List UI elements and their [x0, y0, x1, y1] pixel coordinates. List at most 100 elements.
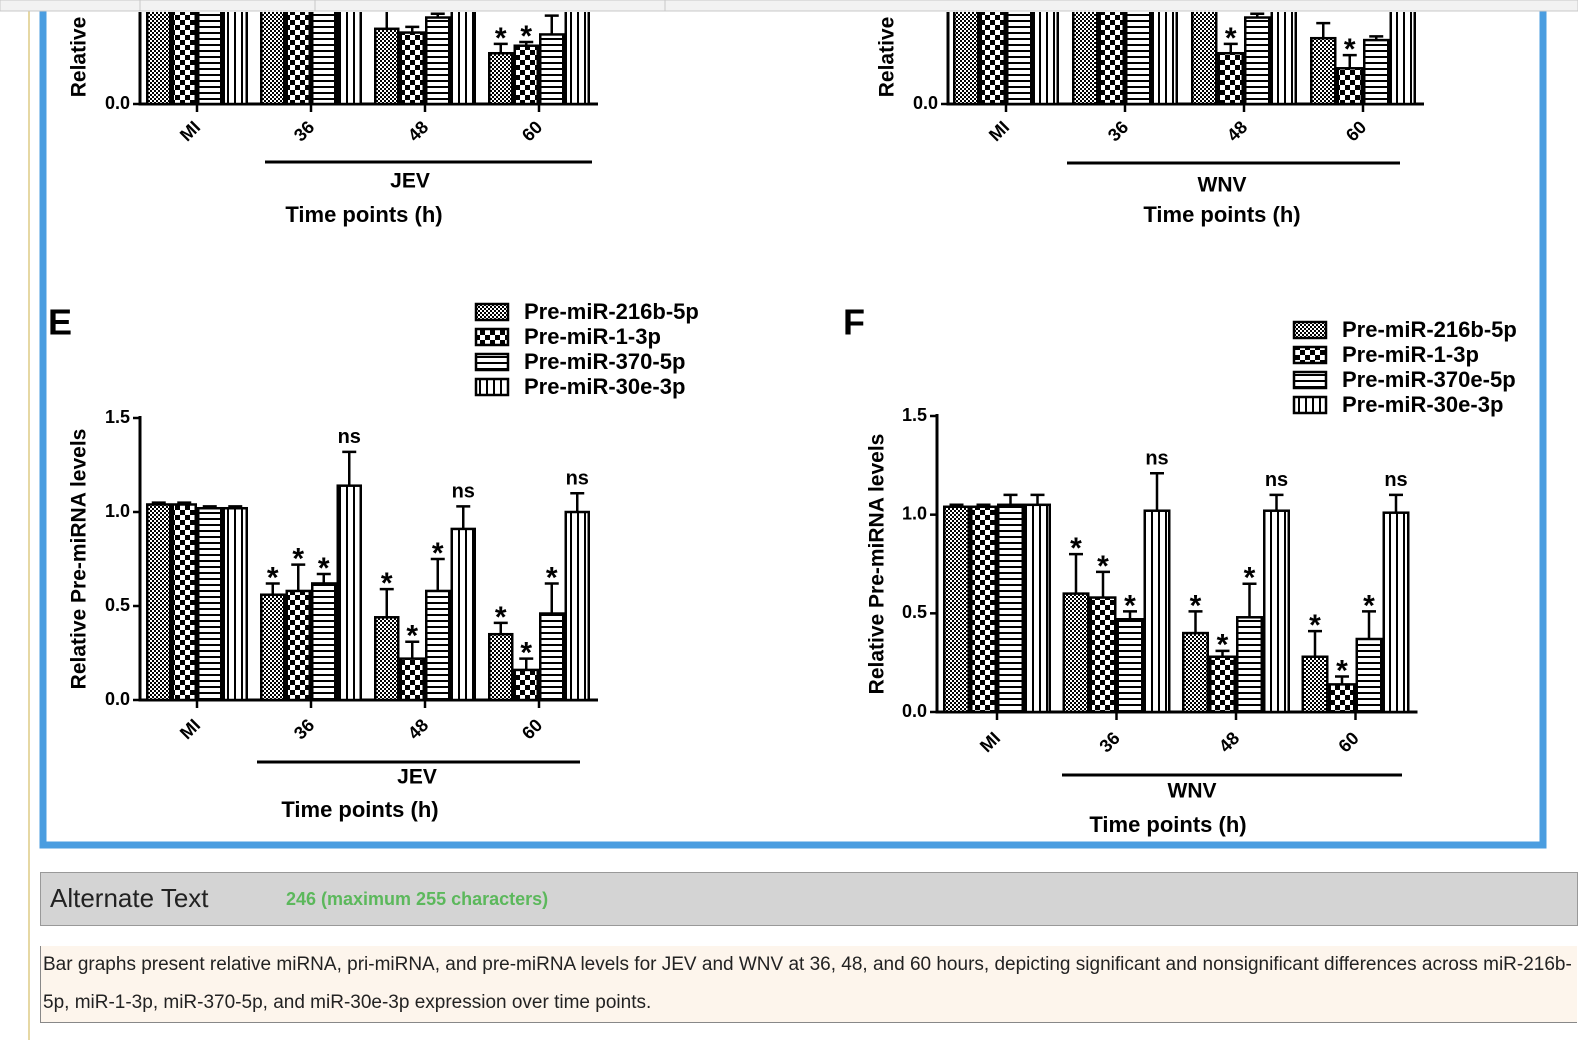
y-tick-label: 1.0 — [105, 501, 130, 521]
bar — [399, 657, 425, 702]
bar — [336, 12, 362, 106]
error-bar — [1223, 42, 1238, 54]
bar — [425, 16, 451, 106]
legend-swatch — [474, 377, 510, 397]
bar — [1310, 36, 1337, 106]
bar — [1209, 655, 1236, 714]
y-axis-label: Relative Pre-miRNA levels — [866, 434, 889, 695]
legend-label: Pre-miR-370-5p — [524, 349, 685, 374]
error-bar — [493, 42, 508, 54]
bar — [1389, 12, 1416, 106]
y-tick-label: 0.0 — [902, 701, 927, 721]
bar — [539, 612, 565, 702]
error-bar — [405, 25, 420, 33]
error-bar — [456, 505, 471, 529]
significance-label: ns — [452, 481, 475, 503]
bar — [260, 593, 286, 702]
bar — [450, 12, 476, 106]
legend-swatch — [474, 352, 510, 372]
error-bar — [949, 503, 964, 507]
bar — [197, 12, 223, 106]
bar — [222, 506, 248, 702]
bar — [146, 503, 172, 702]
error-bar — [265, 582, 280, 595]
bar — [513, 44, 539, 106]
bar — [488, 51, 514, 106]
legend-swatch — [474, 302, 510, 322]
y-tick-label: 0.0 — [105, 689, 130, 709]
error-bar — [342, 450, 357, 486]
legend-label: Pre-miR-1-3p — [524, 324, 661, 349]
legend-label: Pre-miR-216b-5p — [1342, 317, 1517, 342]
error-bar — [976, 503, 991, 507]
y-tick-label: 0.0 — [105, 93, 130, 113]
bar — [197, 506, 223, 702]
bar — [1072, 12, 1099, 106]
error-bar — [405, 640, 420, 659]
error-bar — [1389, 493, 1403, 513]
error-bar — [1188, 610, 1203, 634]
bar — [146, 12, 172, 106]
figure-frame — [39, 0, 1547, 849]
error-bar — [1215, 649, 1230, 657]
significance-label: * — [1225, 22, 1237, 55]
significance-label: * — [1217, 629, 1229, 662]
bar — [1062, 592, 1090, 714]
alt-text-input[interactable]: Bar graphs present relative miRNA, pri-m… — [40, 946, 1577, 1023]
side-rule-lower — [28, 872, 30, 1040]
toolbar-strip — [0, 0, 1578, 12]
character-counter: 246 (maximum 255 characters) — [286, 889, 549, 909]
significance-label: ns — [1384, 469, 1407, 491]
bar — [1098, 12, 1125, 106]
bar — [513, 668, 539, 702]
y-tick-label: 1.5 — [902, 405, 927, 425]
bar — [450, 527, 476, 702]
bar — [979, 12, 1006, 106]
significance-label: ns — [338, 426, 361, 448]
y-tick-label: 0.0 — [913, 93, 938, 113]
significance-label: * — [1336, 654, 1348, 687]
error-bar — [1335, 675, 1349, 685]
bar — [222, 12, 248, 106]
bar — [997, 503, 1024, 714]
legend-label: Pre-miR-216b-5p — [524, 299, 699, 324]
group-label: WNV — [1168, 780, 1217, 803]
significance-label: * — [1097, 550, 1109, 583]
error-bar — [1069, 552, 1083, 594]
error-bar — [1030, 493, 1045, 505]
bar — [488, 632, 514, 702]
bar — [399, 31, 425, 106]
alt-text-title: Alternate Text — [50, 883, 209, 913]
bar — [970, 505, 997, 714]
y-tick-label: 0.5 — [105, 595, 130, 615]
bar — [1151, 12, 1178, 106]
bar — [1024, 503, 1051, 714]
significance-label: * — [381, 567, 393, 600]
bar — [1116, 618, 1144, 714]
legend-label: Pre-miR-1-3p — [1342, 342, 1479, 367]
bar — [285, 589, 311, 702]
bar — [1143, 509, 1171, 714]
error-bar — [316, 572, 331, 584]
significance-label: * — [1309, 609, 1321, 642]
legend-label: Pre-miR-30e-3p — [1342, 392, 1503, 417]
x-axis-label: Time points (h) — [1143, 202, 1300, 227]
bar — [1217, 51, 1244, 106]
legend-swatch — [474, 327, 510, 347]
x-axis-label: Time points (h) — [1089, 812, 1246, 837]
error-bar — [1123, 610, 1137, 620]
bar — [539, 33, 565, 106]
group-label: JEV — [397, 766, 437, 789]
legend-swatch — [1292, 345, 1328, 365]
error-bar — [1308, 629, 1322, 657]
error-bar — [1362, 610, 1376, 639]
significance-label: ns — [1265, 469, 1288, 491]
bar — [1089, 596, 1117, 714]
panel-letter: E — [48, 302, 72, 343]
significance-label: * — [1344, 33, 1356, 66]
bar — [1006, 12, 1033, 106]
legend-label: Pre-miR-30e-3p — [524, 374, 685, 399]
